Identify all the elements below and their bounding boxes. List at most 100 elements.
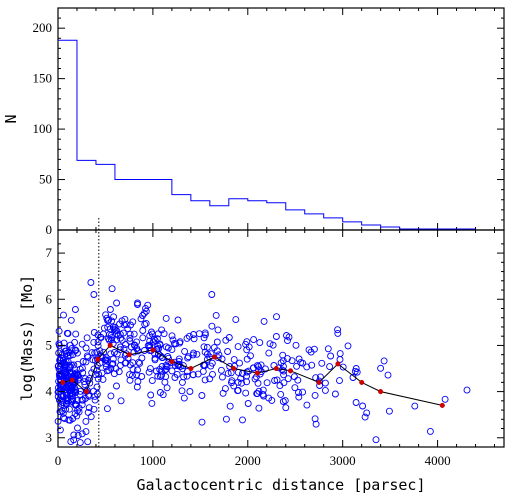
scatter-point (385, 407, 393, 415)
scatter-point (158, 371, 166, 379)
scatter-point (133, 383, 141, 391)
scatter-point (150, 335, 158, 343)
scatter-point (226, 402, 234, 410)
binned-mean-marker (169, 359, 175, 365)
scatter-point (299, 388, 307, 396)
histogram-y-tick-label: 0 (46, 222, 53, 237)
scatter-point (129, 365, 137, 373)
scatter-point (55, 340, 63, 348)
scatter-point (94, 331, 102, 339)
scatter-point (75, 408, 83, 416)
scatter-point (236, 359, 243, 367)
scatter-point (139, 334, 147, 342)
scatter-point (334, 329, 342, 337)
scatter-point (228, 377, 236, 385)
scatter-point (87, 413, 95, 421)
scatter-point (308, 361, 316, 369)
scatter-point (198, 418, 206, 426)
scatter-point (126, 334, 134, 342)
scatter-point (74, 407, 81, 414)
scatter-point (238, 379, 246, 387)
scatter-point (242, 389, 250, 397)
scatter-point (207, 362, 215, 370)
scatter-point (200, 343, 208, 351)
scatter-point (67, 316, 75, 324)
scatter-point (76, 439, 84, 447)
scatter-point (265, 349, 273, 357)
scatter-point (106, 306, 114, 313)
scatter-point (158, 326, 166, 334)
histogram-panel: 0 50 100 150 200 N (2, 7, 505, 237)
scatter-point (257, 361, 265, 369)
scatter-point (163, 384, 171, 392)
scatter-point (312, 420, 320, 428)
scatter-point (294, 376, 302, 384)
scatter-point (195, 330, 203, 338)
scatter-point (82, 394, 89, 402)
scatter-point (277, 390, 285, 398)
scatter-point (324, 345, 332, 353)
scatter-x-axis-label: Galactocentric distance [parsec] (137, 476, 426, 494)
binned-mean-marker (254, 370, 260, 376)
scatter-point (164, 344, 172, 352)
scatter-point (108, 285, 116, 293)
binned-mean-marker (273, 365, 279, 372)
scatter-point (78, 364, 86, 372)
scatter-y-tick-label: 3 (46, 430, 53, 445)
scatter-point (175, 355, 183, 363)
scatter-point (55, 365, 63, 373)
scatter-point (234, 387, 242, 395)
scatter-point (147, 391, 155, 399)
scatter-point (260, 317, 268, 325)
scatter-point (295, 355, 303, 363)
scatter-point (154, 372, 162, 380)
scatter-point (285, 333, 293, 341)
scatter-point (156, 389, 164, 396)
scatter-point (134, 299, 141, 307)
scatter-point (82, 344, 90, 352)
scatter-point (90, 291, 98, 298)
histogram-y-tick-label: 100 (33, 121, 53, 136)
binned-mean-markers (60, 342, 445, 408)
scatter-point (63, 329, 71, 337)
scatter-point (102, 354, 110, 362)
scatter-point (411, 402, 419, 410)
scatter-point (65, 405, 73, 413)
scatter-point (217, 366, 225, 374)
scatter-point (139, 312, 147, 319)
scatter-point (126, 371, 133, 379)
scatter-point (268, 396, 276, 404)
scatter-point (140, 309, 148, 317)
scatter-point (80, 378, 88, 386)
scatter-point (102, 311, 110, 319)
scatter-point (174, 316, 182, 324)
scatter-point (253, 362, 261, 370)
scatter-point (113, 330, 120, 338)
scatter-point (113, 382, 120, 390)
scatter-point (180, 373, 188, 381)
binned-mean-marker (335, 361, 341, 367)
scatter-point (93, 348, 101, 356)
scatter-point (71, 338, 79, 346)
scatter-point (179, 362, 187, 370)
scatter-point (78, 340, 86, 348)
scatter-point (54, 417, 62, 425)
scatter-point (243, 355, 251, 363)
scatter-point (148, 377, 156, 385)
scatter-point (93, 383, 101, 391)
scatter-point (201, 376, 209, 384)
scatter-point (141, 320, 149, 328)
scatter-point (281, 397, 289, 405)
histogram-y-tick-label: 50 (39, 172, 52, 187)
scatter-point (149, 338, 157, 346)
scatter-point (293, 362, 301, 370)
scatter-point (372, 436, 380, 444)
scatter-point (184, 353, 192, 361)
binned-mean-marker (107, 342, 113, 348)
scatter-point (110, 370, 118, 378)
scatter-point (113, 299, 121, 307)
scatter-point (243, 378, 251, 386)
scatter-point (290, 373, 298, 381)
scatter-point (224, 348, 232, 355)
scatter-panel: 3 4 5 6 7 0 1000 2000 3000 4000 log(Mass) [Mo] G… (18, 218, 505, 494)
